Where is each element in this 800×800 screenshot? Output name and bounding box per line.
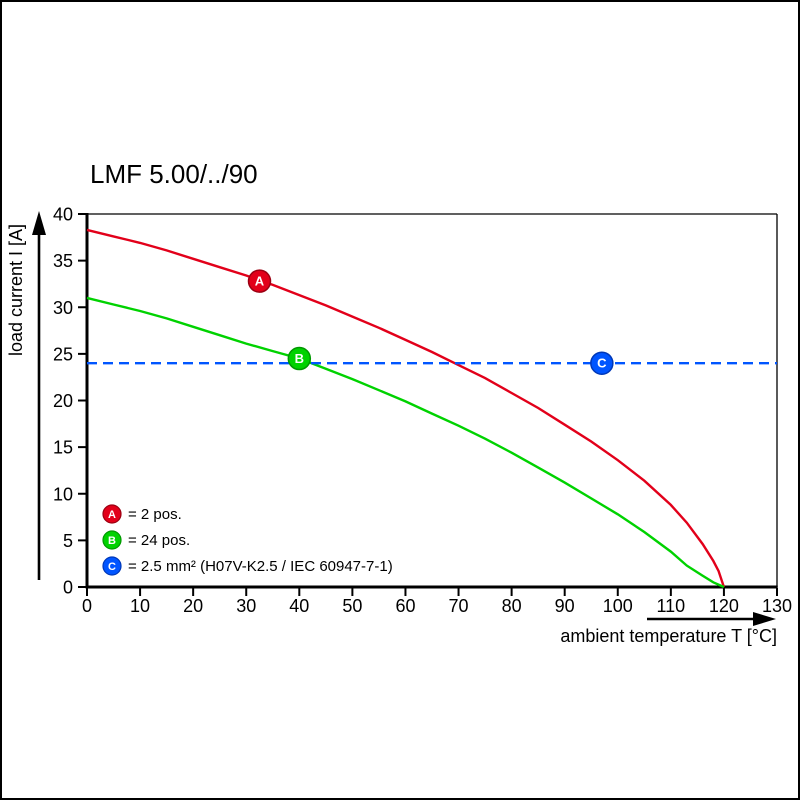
- x-tick-label: 60: [395, 596, 415, 616]
- x-tick-label: 40: [289, 596, 309, 616]
- x-axis-arrow-head: [753, 612, 776, 626]
- legend-swatch-B: [102, 530, 122, 550]
- y-tick-label: 15: [53, 438, 73, 458]
- legend-letter-B: B: [108, 535, 116, 547]
- y-tick-label: 10: [53, 484, 73, 504]
- legend-label-B: = 24 pos.: [128, 532, 190, 549]
- x-tick-label: 90: [555, 596, 575, 616]
- y-axis-label: load current I [A]: [6, 224, 26, 356]
- x-tick-label: 110: [656, 596, 685, 616]
- marker-C: [590, 351, 614, 375]
- x-tick-label: 0: [82, 596, 92, 616]
- y-tick-label: 40: [53, 205, 73, 225]
- chart-title: LMF 5.00/../90: [90, 159, 258, 189]
- y-tick-label: 30: [53, 298, 73, 318]
- x-tick-label: 20: [183, 596, 203, 616]
- x-tick-label: 30: [236, 596, 256, 616]
- y-tick-label: 5: [63, 531, 73, 551]
- y-tick-label: 0: [63, 578, 73, 598]
- y-tick-label: 20: [53, 391, 73, 411]
- x-tick-label: 130: [762, 596, 792, 616]
- marker-letter-A: A: [255, 274, 265, 289]
- legend-letter-A: A: [108, 509, 116, 521]
- x-tick-label: 50: [342, 596, 362, 616]
- marker-B: [287, 346, 312, 371]
- legend-label-A: = 2 pos.: [128, 506, 182, 523]
- marker-A: [247, 269, 272, 293]
- x-tick-label: 100: [603, 596, 633, 616]
- legend-swatch-A: [102, 504, 122, 524]
- curve-A: [86, 228, 726, 588]
- legend-swatch-C: [102, 556, 122, 576]
- legend-label-C: = 2.5 mm² (H07V-K2.5 / IEC 60947-7-1): [128, 558, 393, 575]
- y-tick-label: 35: [53, 251, 73, 271]
- y-axis-arrow-head: [32, 211, 46, 235]
- x-tick-label: 120: [709, 596, 739, 616]
- x-tick-label: 80: [502, 596, 522, 616]
- y-tick-label: 25: [53, 344, 73, 364]
- legend-letter-C: C: [108, 561, 116, 573]
- x-axis-label: ambient temperature T [°C]: [560, 626, 777, 646]
- marker-letter-B: B: [295, 351, 304, 366]
- marker-letter-C: C: [597, 356, 607, 371]
- x-tick-label: 70: [449, 596, 469, 616]
- curve-B: [86, 296, 725, 589]
- x-tick-label: 10: [130, 596, 150, 616]
